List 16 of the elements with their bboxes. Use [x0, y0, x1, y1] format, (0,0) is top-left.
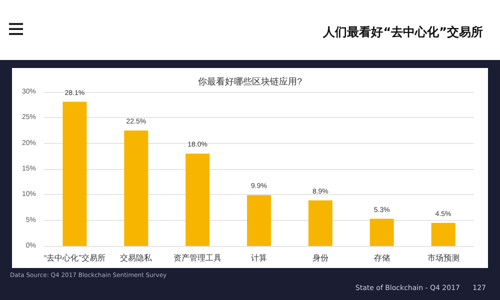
x-tick-label: 计算 [251, 254, 267, 262]
bar [370, 218, 394, 246]
bar [186, 154, 210, 246]
chart-subtitle: 你最看好哪些区块链应用? [198, 76, 302, 86]
bar [431, 222, 456, 246]
bar [124, 130, 148, 246]
x-tick-label: 资产管理工具 [174, 254, 222, 262]
x-tick-label: 市场预测 [427, 254, 460, 262]
bar [62, 102, 87, 246]
x-tick-label: 身份 [312, 254, 328, 262]
chart-title: 人们最看好“去中心化”交易所 [323, 24, 483, 41]
x-tick-label: 交易隐私 [120, 254, 154, 262]
bar [247, 195, 271, 246]
x-tick-label: 存储 [374, 254, 390, 262]
x-tick-label: “去中心化”交易所 [44, 254, 106, 262]
bar [308, 200, 332, 246]
